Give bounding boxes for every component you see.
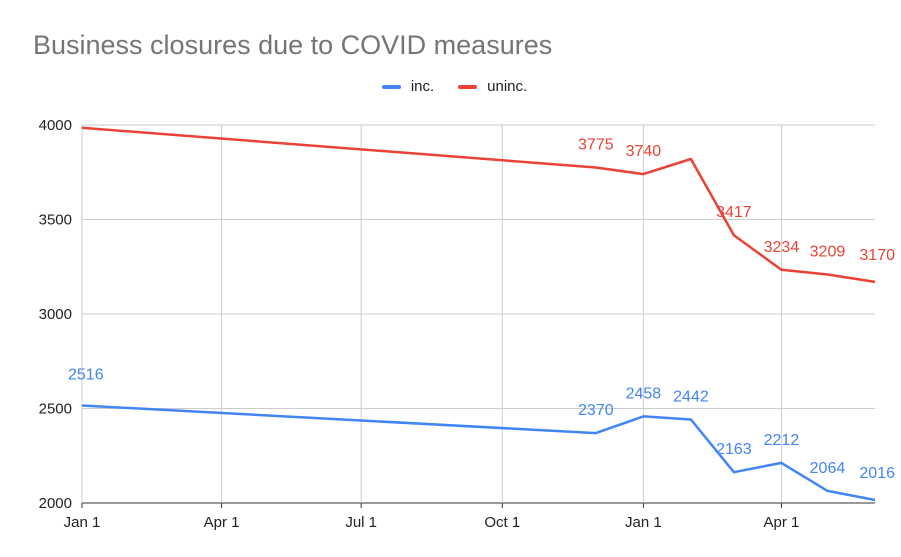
y-tick-label: 2500: [39, 401, 72, 418]
chart-title: Business closures due to COVID measures: [33, 30, 553, 60]
data-label-uninc: 3740: [626, 143, 662, 160]
data-label-inc: 2442: [673, 388, 709, 405]
data-label-inc: 2163: [716, 441, 752, 458]
data-label-inc: 2458: [626, 385, 662, 402]
legend-label-uninc: uninc.: [487, 78, 528, 95]
x-tick-label: Oct 1: [484, 514, 520, 531]
x-tick-label: Apr 1: [764, 514, 800, 531]
data-label-inc: 2212: [764, 432, 800, 449]
y-tick-label: 4000: [39, 117, 72, 134]
x-tick-label: Jan 1: [64, 514, 101, 531]
data-label-inc: 2516: [68, 366, 104, 383]
legend-label-inc: inc.: [410, 78, 435, 95]
y-tick-label: 3500: [39, 212, 72, 229]
legend-swatch-inc: [381, 84, 401, 89]
y-tick-label: 2000: [39, 495, 72, 512]
data-label-inc: 2016: [859, 465, 895, 482]
legend-item-uninc: uninc.: [458, 78, 527, 95]
legend-item-inc: inc.: [381, 78, 435, 95]
x-tick-label: Jan 1: [625, 514, 662, 531]
chart-legend: inc. uninc.: [8, 78, 901, 95]
data-label-inc: 2064: [810, 460, 846, 477]
x-tick-label: Apr 1: [204, 514, 240, 531]
chart-container[interactable]: Business closures due to COVID measures …: [8, 6, 901, 557]
line-chart: 2000 2500 3000 3500 4000 Jan 1 Apr 1 Jul 1 Oct 1…: [39, 117, 895, 531]
data-label-inc: 2370: [578, 402, 614, 419]
data-label-uninc: 3234: [764, 239, 800, 256]
data-label-uninc: 3209: [810, 243, 846, 260]
series-line-uninc: [81, 126, 876, 284]
x-tick-label: Jul 1: [345, 514, 377, 531]
legend-swatch-uninc: [458, 84, 478, 89]
series-line-inc: [81, 404, 876, 502]
data-label-uninc: 3170: [859, 247, 895, 264]
data-label-uninc: 3417: [716, 204, 752, 221]
y-tick-label: 3000: [39, 306, 72, 323]
data-label-uninc: 3775: [578, 137, 614, 154]
